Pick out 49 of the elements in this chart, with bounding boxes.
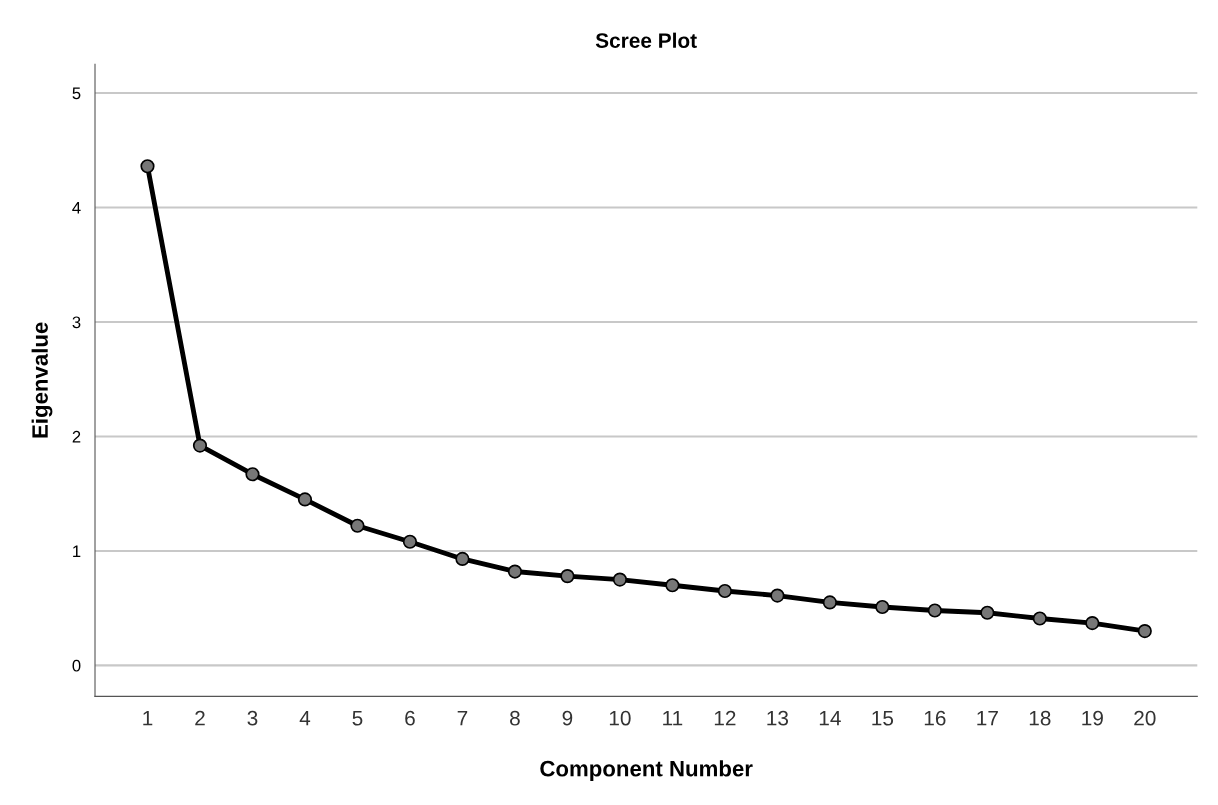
x-tick-label: 10 — [609, 710, 631, 726]
x-tick-label: 15 — [872, 710, 894, 726]
x-tick-label: 6 — [405, 710, 415, 726]
point — [875, 599, 890, 615]
point — [402, 534, 418, 549]
y-tick-label: 1 — [73, 545, 81, 557]
y-tick-label: 2 — [72, 430, 81, 443]
x-tick-label: 13 — [767, 710, 789, 726]
point — [350, 518, 365, 533]
x-tick-label: 14 — [819, 710, 841, 726]
point — [560, 569, 575, 584]
x-tick-label: 17 — [977, 710, 998, 726]
x-tick-label: 5 — [352, 710, 363, 726]
point — [1085, 615, 1100, 631]
x-tick-label: 12 — [714, 710, 736, 726]
point — [192, 438, 208, 453]
x-tick-label: 9 — [562, 710, 573, 726]
point — [297, 492, 313, 507]
x-tick-label: 2 — [195, 710, 205, 726]
point — [140, 159, 155, 174]
x-tick-label: 20 — [1134, 710, 1156, 726]
point — [822, 595, 837, 610]
point — [927, 603, 942, 618]
x-tick-label: 7 — [457, 710, 468, 726]
point — [1137, 623, 1152, 639]
point — [245, 467, 260, 482]
chart-title: Scree Plot — [595, 32, 697, 48]
y-tick-label: 4 — [72, 202, 81, 214]
x-tick-label: 1 — [143, 710, 153, 726]
x-tick-label: 3 — [247, 710, 258, 726]
y-tick-label: 0 — [72, 659, 81, 672]
point — [665, 578, 680, 593]
point — [980, 605, 995, 620]
point — [507, 564, 523, 579]
x-tick-label: 8 — [510, 710, 520, 726]
point — [717, 583, 732, 599]
point — [1032, 611, 1047, 626]
x-axis-title: Component Number — [540, 760, 753, 781]
point — [770, 588, 785, 603]
x-tick-label: 11 — [663, 710, 683, 726]
x-tick-label: 4 — [299, 710, 311, 726]
x-tick-label: 16 — [924, 710, 946, 726]
y-axis-title: Eigenvalue — [31, 322, 53, 438]
y-tick-label: 5 — [72, 87, 81, 100]
point — [612, 572, 627, 587]
x-tick-label: 19 — [1082, 710, 1103, 726]
point — [455, 551, 470, 567]
y-tick-label: 3 — [72, 316, 81, 329]
x-tick-label: 18 — [1029, 710, 1051, 726]
